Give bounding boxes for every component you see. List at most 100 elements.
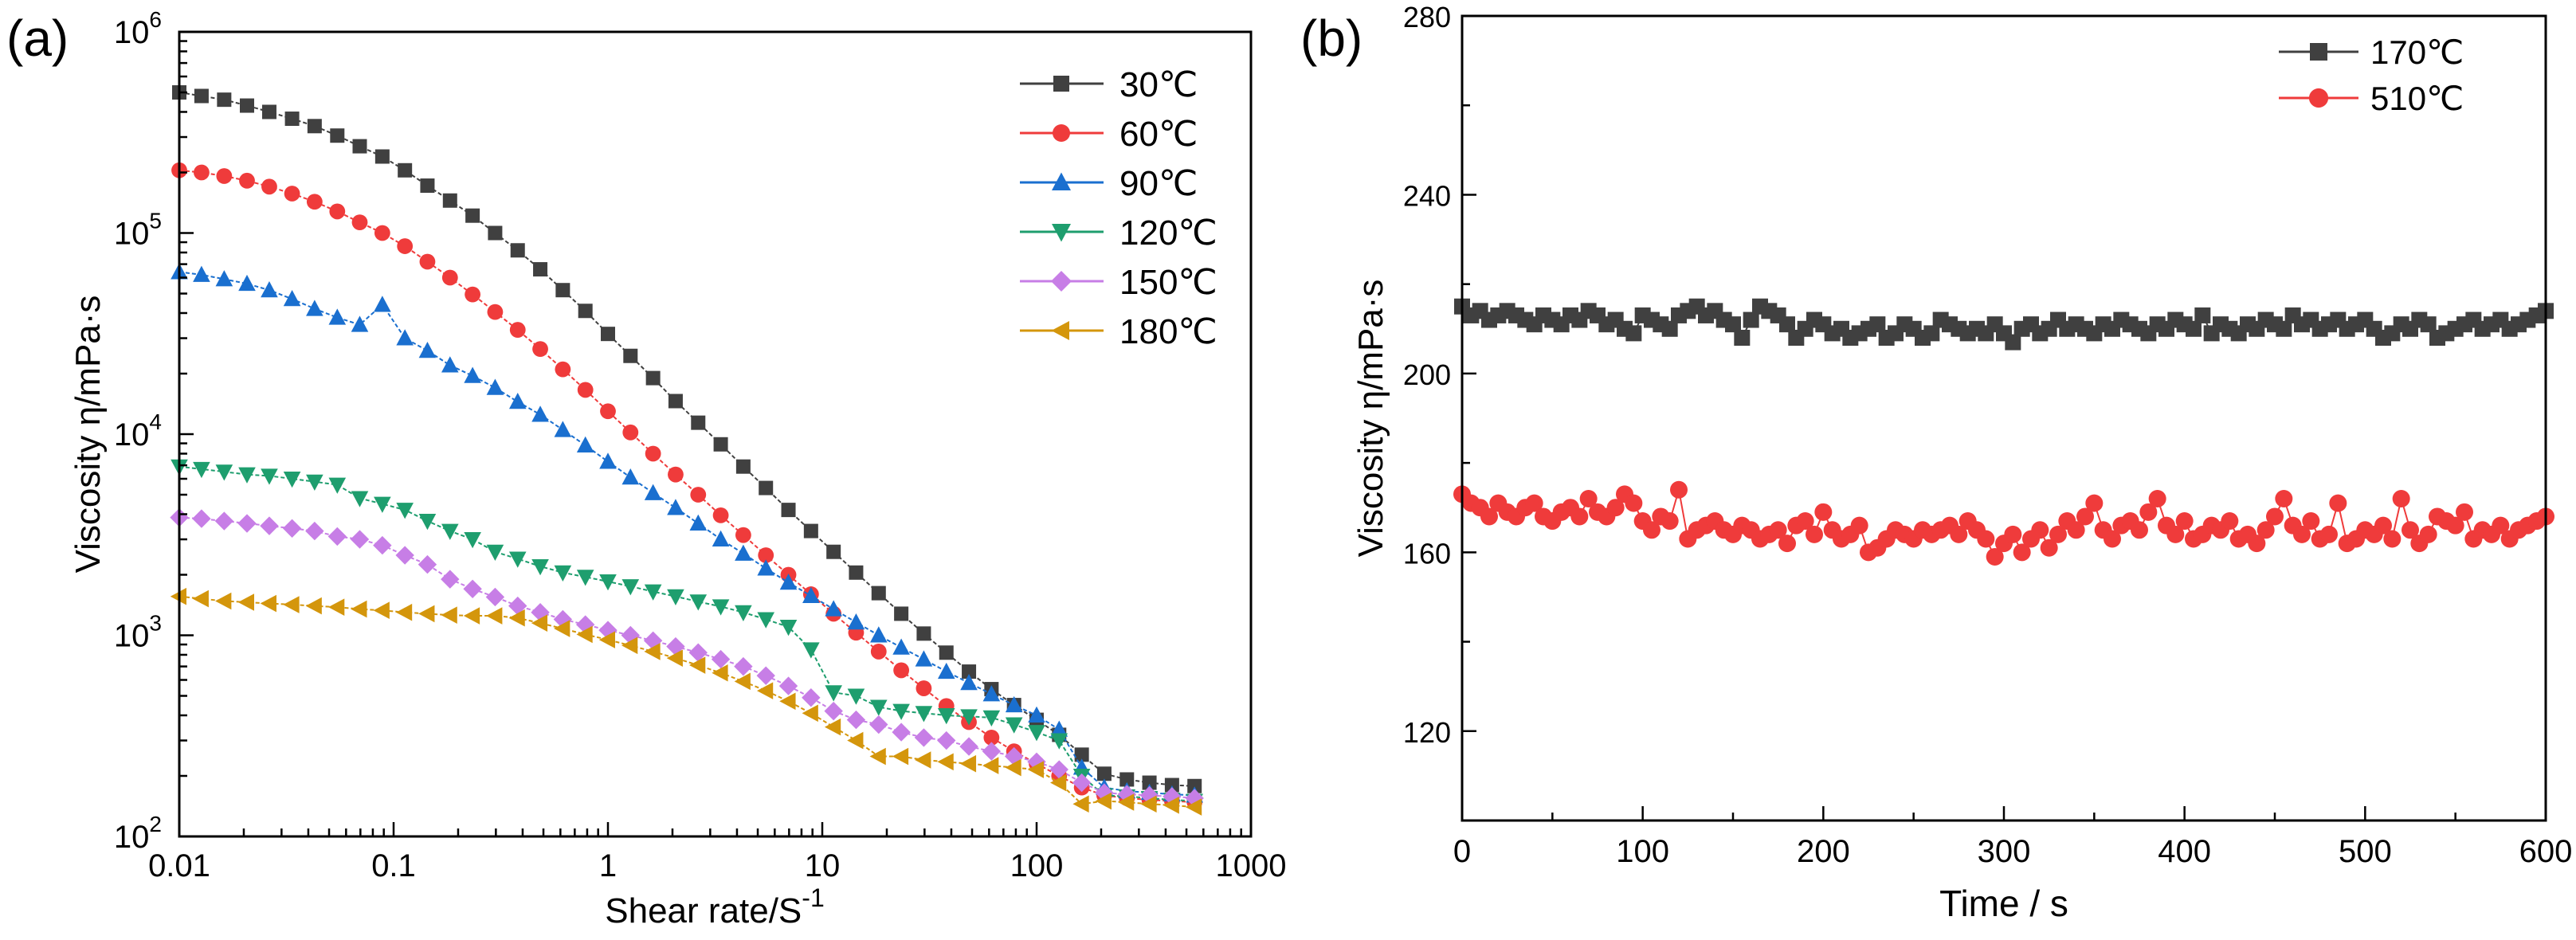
data-point — [894, 606, 909, 621]
data-point — [238, 467, 256, 484]
series-1-line — [178, 92, 1195, 787]
data-point — [419, 253, 436, 270]
data-point — [395, 546, 414, 565]
data-point — [328, 598, 345, 616]
data-point — [622, 424, 639, 441]
data-point — [916, 626, 931, 641]
data-point — [1950, 525, 1968, 543]
data-point — [418, 554, 437, 574]
data-point — [1725, 316, 1741, 333]
x-tick-label: 1000 — [1216, 848, 1287, 883]
data-point — [778, 676, 798, 695]
data-point — [1625, 494, 1643, 512]
data-point — [397, 238, 414, 254]
data-point — [689, 514, 708, 531]
data-point — [915, 706, 933, 723]
data-point — [892, 723, 911, 742]
data-point — [485, 587, 505, 607]
data-point — [418, 514, 437, 531]
data-point — [668, 394, 683, 409]
data-point — [305, 521, 324, 541]
data-point — [441, 523, 459, 540]
data-point — [1625, 325, 1642, 342]
data-point — [576, 625, 593, 644]
data-point — [464, 532, 481, 549]
panel-b-y-ticks: 120 160 200 240 280 — [1403, 1, 1476, 822]
data-point — [395, 603, 413, 621]
x-tick-label: 400 — [2158, 834, 2211, 869]
legend-marker — [2308, 88, 2329, 108]
data-point — [1139, 785, 1159, 805]
data-point — [959, 737, 978, 756]
data-point — [2248, 535, 2266, 553]
data-point — [1796, 512, 1814, 531]
legend-marker — [1053, 124, 1070, 142]
data-point — [260, 516, 279, 535]
panel-b-plot-area — [1453, 298, 2554, 566]
data-point — [351, 600, 367, 618]
data-point — [960, 673, 978, 691]
data-point — [374, 149, 390, 164]
data-point — [824, 718, 841, 736]
data-point — [937, 662, 955, 680]
data-point — [2329, 494, 2347, 512]
data-point — [1117, 785, 1136, 804]
data-point — [486, 378, 504, 395]
data-point — [2005, 334, 2021, 351]
data-point — [374, 496, 391, 513]
series-4 — [171, 459, 1204, 810]
data-point — [2256, 521, 2275, 539]
y-tick-label: 280 — [1403, 1, 1451, 33]
data-point — [982, 757, 999, 774]
y-tick-label: 106 — [114, 7, 162, 50]
data-point — [735, 527, 751, 543]
data-point — [192, 509, 211, 528]
data-point — [1050, 733, 1068, 750]
data-point — [283, 290, 301, 307]
data-point — [1670, 480, 1688, 499]
data-point — [306, 474, 323, 491]
panel-a-viscosity-vs-shear-rate: (a) 0.01 0.1 1 10 100 1000 102 103 104 105 106 Sh… — [6, 7, 1286, 930]
data-point — [1005, 758, 1021, 777]
panel-a-x-ticks: 0.01 0.1 1 10 100 1000 — [148, 822, 1286, 883]
data-point — [824, 701, 843, 721]
data-point — [2175, 512, 2194, 531]
data-point — [757, 612, 775, 629]
panel-a-x-axis-label-main: Shear rate/S — [605, 891, 802, 930]
data-point — [239, 98, 254, 113]
data-point — [802, 688, 821, 707]
data-point — [759, 480, 774, 495]
data-point — [1570, 507, 1589, 526]
data-point — [217, 92, 232, 108]
data-point — [712, 599, 730, 616]
data-point — [734, 672, 751, 691]
data-point — [351, 214, 368, 230]
data-point — [1977, 530, 1995, 548]
data-point — [374, 296, 391, 312]
data-point — [1779, 316, 1795, 333]
legend-marker — [1051, 271, 1072, 292]
data-point — [1050, 774, 1067, 792]
data-point — [735, 605, 752, 621]
data-point — [554, 565, 572, 582]
legend-item: 90℃ — [1020, 164, 1198, 203]
data-point — [1140, 795, 1157, 813]
data-point — [2148, 490, 2166, 507]
data-point — [396, 503, 414, 519]
data-point — [1119, 772, 1135, 787]
data-point — [194, 164, 210, 181]
data-point — [915, 751, 931, 769]
data-point — [306, 300, 323, 316]
data-point — [2293, 525, 2311, 543]
data-point — [892, 638, 910, 655]
data-point — [781, 503, 796, 518]
data-point — [284, 186, 300, 202]
data-point — [621, 579, 640, 596]
panel-b-frame — [1461, 14, 2547, 822]
data-point — [307, 119, 322, 134]
legend-item: 170℃ — [2279, 33, 2464, 71]
data-point — [1118, 793, 1135, 811]
data-point — [531, 405, 549, 422]
data-point — [915, 650, 933, 667]
series-6-line — [178, 595, 1195, 809]
